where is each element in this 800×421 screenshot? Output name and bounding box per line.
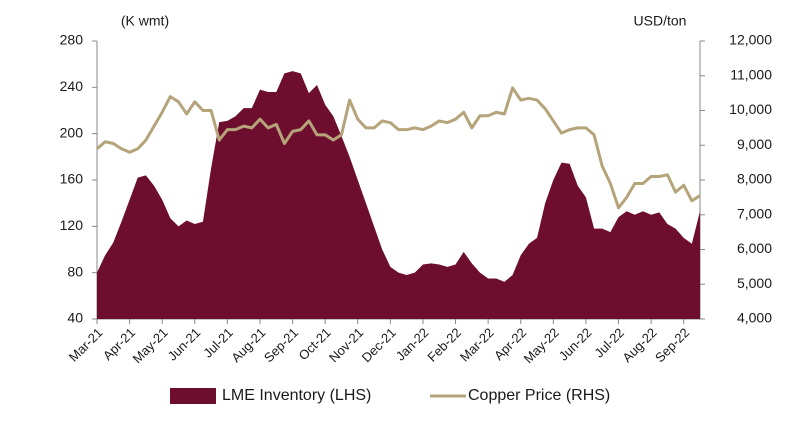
y2-tick-label: 7,000 xyxy=(737,205,772,221)
x-tick-label: Feb-22 xyxy=(424,325,464,365)
y2-axis-label: USD/ton xyxy=(634,13,687,29)
x-tick-label: Jun-21 xyxy=(165,325,204,364)
x-tick-label: Jan-22 xyxy=(393,325,432,364)
x-tick-label: Dec-21 xyxy=(359,325,399,365)
y-tick-label: 240 xyxy=(60,78,84,94)
y2-tick-label: 10,000 xyxy=(729,101,772,117)
x-tick-label: Aug-22 xyxy=(619,325,659,365)
y2-tick-label: 4,000 xyxy=(737,310,772,326)
y2-tick-label: 11,000 xyxy=(730,66,772,82)
legend-label: Copper Price (RHS) xyxy=(468,387,610,404)
y2-tick-label: 8,000 xyxy=(737,171,772,187)
x-tick-label: Sep-22 xyxy=(652,325,692,365)
x-tick-label: May-21 xyxy=(129,325,170,366)
x-tick-label: Jun-22 xyxy=(556,325,595,364)
inventory-area xyxy=(97,71,700,319)
x-tick-label: Nov-21 xyxy=(326,325,366,365)
legend-label: LME Inventory (LHS) xyxy=(222,387,371,404)
y2-tick-label: 5,000 xyxy=(737,275,772,291)
y-tick-label: 200 xyxy=(60,124,84,140)
x-tick-label: Aug-21 xyxy=(228,325,268,365)
x-tick-label: Mar-21 xyxy=(66,325,106,365)
y2-tick-label: 6,000 xyxy=(737,240,772,256)
x-tick-label: Sep-21 xyxy=(261,325,301,365)
y-tick-label: 120 xyxy=(60,217,84,233)
y2-tick-label: 12,000 xyxy=(729,32,772,48)
y2-tick-label: 9,000 xyxy=(737,136,772,152)
y-tick-label: 160 xyxy=(60,171,84,187)
x-tick-label: Mar-22 xyxy=(457,325,497,365)
y-tick-label: 40 xyxy=(67,310,83,326)
price-line xyxy=(96,86,701,210)
legend-swatch xyxy=(170,388,216,404)
y-axis-label: (K wmt) xyxy=(121,13,169,29)
y-tick-label: 80 xyxy=(67,263,83,279)
x-tick-label: May-22 xyxy=(521,325,562,366)
y-tick-label: 280 xyxy=(60,32,84,48)
